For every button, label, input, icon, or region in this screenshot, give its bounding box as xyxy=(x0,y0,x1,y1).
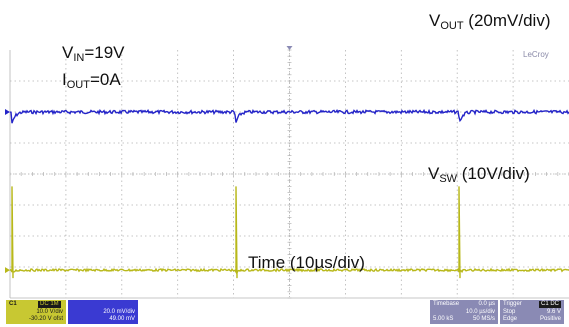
iout-label: IOUT=0A xyxy=(62,70,121,91)
trigger-time-marker xyxy=(286,46,293,50)
trigger-badge: C1 DC xyxy=(538,301,561,308)
timebase-rate: 50 MS/s xyxy=(472,316,495,322)
markers xyxy=(5,46,293,274)
timebase-label: Timebase xyxy=(433,301,460,307)
c1-badge: C1 xyxy=(9,301,17,307)
vout-trace xyxy=(9,108,569,124)
c1-offset: -30.20 V ofst xyxy=(28,316,63,322)
c1-scale: 10.0 V/div xyxy=(36,309,63,315)
c1-coupling-badge: DC 1M xyxy=(38,301,61,308)
timebase-scale: 10.0 µs/div xyxy=(465,309,495,315)
trigger-label: Trigger xyxy=(503,301,522,307)
vout-label: VOUT (20mV/div) xyxy=(429,11,551,32)
vin-label: VIN=19V xyxy=(62,43,125,64)
grid xyxy=(9,49,569,299)
trigger-stop: Stop xyxy=(503,309,516,315)
vout-level-marker xyxy=(5,109,10,115)
c1-panel: C1 DC 1M 10.0 V/div -30.20 V ofst xyxy=(6,300,66,324)
trigger-slope: Positive xyxy=(539,316,561,322)
c2-panel: 20.0 mV/div 49.00 mV xyxy=(68,300,138,324)
trigger-panel: Trigger C1 DC Stop 9.6 V Edge Positive xyxy=(500,300,564,324)
timebase-value: 0.0 µs xyxy=(478,301,495,307)
timebase-panel: Timebase 0.0 µs 10.0 µs/div 5.00 kS 50 M… xyxy=(430,300,498,324)
trigger-edge: Edge xyxy=(503,316,518,322)
timebase-samples: 5.00 kS xyxy=(433,316,454,322)
vsw-trace xyxy=(9,186,569,279)
vsw-level-marker xyxy=(5,267,10,274)
c2-offset: 49.00 mV xyxy=(109,316,135,322)
brand-label: LeCroy xyxy=(523,50,549,59)
traces xyxy=(9,108,569,279)
c2-scale: 20.0 mV/div xyxy=(103,309,135,315)
vsw-label: VSW (10V/div) xyxy=(428,164,530,185)
trigger-level: 9.6 V xyxy=(546,309,561,315)
time-label: Time (10µs/div) xyxy=(248,253,365,272)
